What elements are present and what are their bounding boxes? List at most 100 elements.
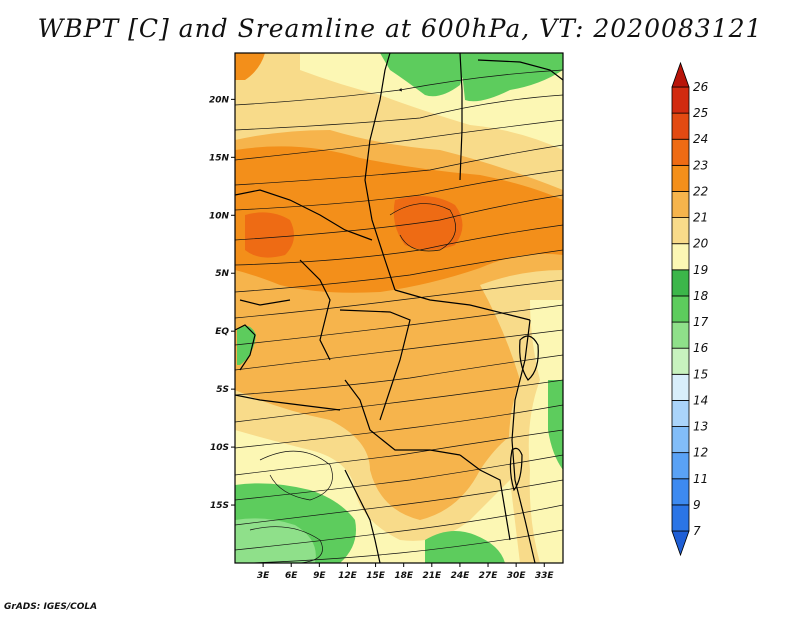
streamline	[235, 144, 563, 186]
field-orange-deep	[393, 196, 463, 250]
streamline	[235, 404, 563, 449]
colorbar-label: 15	[693, 367, 708, 381]
streamline	[235, 169, 563, 211]
map-frame	[234, 52, 564, 564]
colorbar-box	[671, 86, 690, 114]
colorbar-label: 26	[693, 80, 709, 94]
colorbar-label: 18	[693, 289, 709, 303]
colorbar-box	[671, 164, 690, 192]
lat-tick-label: 10N	[209, 211, 230, 221]
streamline	[235, 304, 563, 346]
colorbar-box	[671, 400, 690, 427]
lon-tick-label: 12E	[338, 571, 358, 581]
lon-tick-label: 15E	[366, 571, 386, 581]
border	[477, 59, 563, 81]
colorbar-box	[671, 269, 690, 297]
streamline	[235, 119, 563, 161]
latitude-axis: 20N 15N 10N 5N EQ 5S 10S 15S	[209, 95, 235, 511]
lat-tick-label: 15S	[210, 501, 229, 511]
border	[299, 259, 331, 361]
streamline	[235, 194, 563, 241]
colorbar-box	[671, 295, 690, 323]
border	[339, 309, 411, 421]
colorbar-box	[671, 504, 690, 532]
colorbar-label: 16	[693, 341, 709, 355]
lat-tick-label: 5S	[216, 385, 229, 395]
colorbar-box	[671, 243, 690, 271]
colorbar-label: 12	[693, 446, 708, 460]
field-equator-green	[237, 326, 256, 365]
wbpt-field	[235, 53, 563, 563]
streamline	[235, 279, 563, 319]
streamlines	[235, 69, 563, 563]
border	[459, 454, 511, 541]
field-east-green	[548, 380, 563, 470]
border	[394, 289, 531, 321]
border	[235, 189, 373, 241]
streamline	[235, 329, 563, 371]
colorbar-label: 13	[693, 420, 708, 434]
lon-tick-label: 18E	[394, 571, 414, 581]
border	[511, 319, 536, 563]
field-south-green-light	[235, 518, 316, 563]
border	[344, 469, 381, 563]
streamline	[235, 354, 563, 396]
lon-tick-label: 24E	[451, 571, 471, 581]
field-green-north	[380, 53, 470, 97]
colorbar-box	[671, 347, 690, 375]
lon-tick-label: 27E	[479, 571, 499, 581]
coastline	[235, 324, 256, 371]
streamline	[259, 450, 333, 501]
colorbar-label: 25	[693, 106, 708, 120]
streamline	[249, 526, 323, 563]
lake	[509, 447, 523, 492]
border	[344, 379, 461, 456]
colorbar-label: 9	[693, 498, 701, 512]
colorbar-box	[671, 138, 690, 166]
colorbar-label: 19	[693, 263, 708, 277]
colorbar-box	[671, 373, 690, 401]
colorbar-box	[671, 321, 690, 349]
colorbar-label: 24	[693, 132, 708, 146]
lat-tick-label: 15N	[209, 153, 230, 163]
streamline	[235, 379, 563, 423]
colorbar-extend-high	[671, 61, 690, 88]
colorbar-box	[671, 452, 690, 480]
colorbar-box	[671, 112, 690, 140]
colorbar-box	[671, 217, 690, 245]
lat-tick-label: 20N	[209, 95, 230, 105]
colorbar-label: 23	[693, 158, 708, 172]
country-borders	[235, 53, 563, 563]
lon-tick-label: 3E	[257, 571, 270, 581]
colorbar-label: 14	[693, 393, 708, 407]
field-southeast-green	[425, 531, 505, 563]
colorbar-box	[671, 191, 690, 218]
lon-tick-label: 33E	[535, 571, 555, 581]
colorbar-extend-low	[671, 530, 690, 557]
field-east-pale	[528, 300, 563, 563]
streamline	[249, 529, 563, 563]
colorbar-box	[671, 426, 690, 454]
lon-tick-label: 6E	[285, 571, 298, 581]
colorbar-label: 21	[693, 211, 708, 225]
grads-credit: GrADS: IGES/COLA	[4, 602, 98, 612]
lon-tick-label: 30E	[507, 571, 527, 581]
lake	[519, 335, 539, 381]
lon-tick-label: 9E	[313, 571, 326, 581]
colorbar-label: 17	[693, 315, 709, 329]
streamline	[235, 94, 563, 131]
colorbar-box	[671, 478, 690, 506]
chart-title: WBPT [C] and Sreamline at 600hPa, VT: 20…	[37, 14, 763, 43]
border	[459, 53, 463, 181]
colorbar-label: 11	[693, 472, 708, 486]
field-northwest-corner	[235, 53, 265, 80]
colorbar-label: 22	[693, 184, 708, 198]
streamline	[235, 249, 563, 293]
streamline	[235, 69, 563, 106]
lat-tick-label: 5N	[215, 269, 229, 279]
longitude-axis: 3E 6E 9E 12E 15E 18E 21E 24E 27E 30E 33E	[257, 563, 555, 581]
lat-tick-label: 10S	[210, 443, 229, 453]
streamline	[389, 203, 456, 252]
border	[239, 299, 291, 306]
